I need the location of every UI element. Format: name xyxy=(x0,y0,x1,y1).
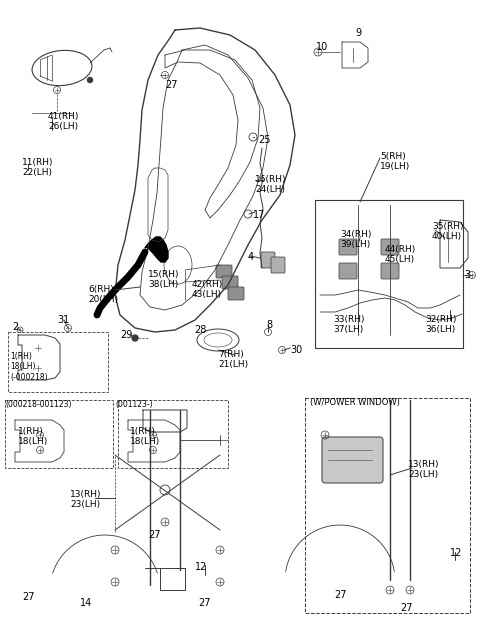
Text: 12: 12 xyxy=(195,562,207,572)
Text: 28: 28 xyxy=(194,325,206,335)
FancyBboxPatch shape xyxy=(381,263,399,279)
Text: 41(RH)
26(LH): 41(RH) 26(LH) xyxy=(48,112,79,132)
Text: 4: 4 xyxy=(248,252,254,262)
Bar xyxy=(315,200,463,348)
Text: 27: 27 xyxy=(400,603,412,613)
Text: 13(RH)
23(LH): 13(RH) 23(LH) xyxy=(70,490,101,510)
FancyBboxPatch shape xyxy=(261,252,275,268)
FancyBboxPatch shape xyxy=(381,239,399,255)
Text: (W/POWER WINDOW): (W/POWER WINDOW) xyxy=(310,398,400,407)
Text: 9: 9 xyxy=(355,28,361,38)
Text: 5(RH)
19(LH): 5(RH) 19(LH) xyxy=(380,152,410,171)
Text: 44(RH)
45(LH): 44(RH) 45(LH) xyxy=(385,245,416,265)
Text: 32(RH)
36(LH): 32(RH) 36(LH) xyxy=(425,315,456,335)
Text: 11(RH)
22(LH): 11(RH) 22(LH) xyxy=(22,158,53,178)
Text: 34(RH)
39(LH): 34(RH) 39(LH) xyxy=(340,230,372,249)
Text: (001123-): (001123-) xyxy=(115,400,153,409)
Text: 8: 8 xyxy=(266,320,272,330)
Text: 14: 14 xyxy=(80,598,92,608)
FancyBboxPatch shape xyxy=(216,265,232,278)
FancyBboxPatch shape xyxy=(228,287,244,300)
Polygon shape xyxy=(145,237,168,262)
Text: 30: 30 xyxy=(290,345,302,355)
Text: 29: 29 xyxy=(120,330,132,340)
Text: (000218-001123): (000218-001123) xyxy=(5,400,72,409)
FancyBboxPatch shape xyxy=(222,276,238,289)
FancyBboxPatch shape xyxy=(339,263,357,279)
Text: 12: 12 xyxy=(450,548,462,558)
FancyBboxPatch shape xyxy=(322,437,383,483)
Text: 13(RH)
23(LH): 13(RH) 23(LH) xyxy=(408,460,440,479)
Text: 15(RH)
38(LH): 15(RH) 38(LH) xyxy=(148,270,180,289)
Text: 42(RH)
43(LH): 42(RH) 43(LH) xyxy=(192,280,223,299)
Bar xyxy=(5,400,113,468)
Text: 10: 10 xyxy=(316,42,328,52)
Text: 7(RH)
21(LH): 7(RH) 21(LH) xyxy=(218,350,248,369)
Text: 27: 27 xyxy=(22,592,35,602)
Circle shape xyxy=(87,77,93,83)
Text: 31: 31 xyxy=(57,315,69,325)
FancyBboxPatch shape xyxy=(339,239,357,255)
FancyBboxPatch shape xyxy=(271,257,285,273)
Text: 27: 27 xyxy=(334,590,347,600)
Text: 6(RH)
20(LH): 6(RH) 20(LH) xyxy=(88,285,118,304)
Bar xyxy=(305,398,470,613)
Bar xyxy=(8,332,108,392)
Text: 35(RH)
40(LH): 35(RH) 40(LH) xyxy=(432,222,464,241)
Text: 27: 27 xyxy=(165,80,178,90)
Text: 2: 2 xyxy=(12,322,18,332)
Text: 27: 27 xyxy=(148,530,160,540)
Text: 17: 17 xyxy=(253,210,265,220)
Circle shape xyxy=(132,335,138,341)
Text: 25: 25 xyxy=(258,135,271,145)
Text: 1(RH)
18(LH)
(-000218): 1(RH) 18(LH) (-000218) xyxy=(10,352,48,382)
Text: 27: 27 xyxy=(198,598,211,608)
Text: 16(RH)
24(LH): 16(RH) 24(LH) xyxy=(255,175,287,195)
Text: 1(RH)
18(LH): 1(RH) 18(LH) xyxy=(130,427,160,447)
Bar xyxy=(118,400,228,468)
Text: 33(RH)
37(LH): 33(RH) 37(LH) xyxy=(333,315,364,335)
Text: 1(RH)
18(LH): 1(RH) 18(LH) xyxy=(18,427,48,447)
Text: 3: 3 xyxy=(464,270,470,280)
